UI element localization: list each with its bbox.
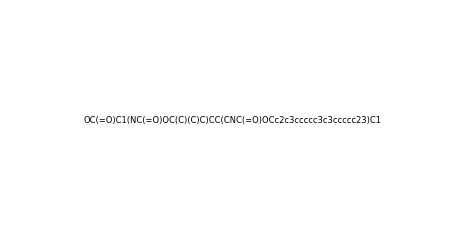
Text: OC(=O)C1(NC(=O)OC(C)(C)C)CC(CNC(=O)OCc2c3ccccc3c3ccccc23)C1: OC(=O)C1(NC(=O)OC(C)(C)C)CC(CNC(=O)OCc2c… <box>84 116 382 125</box>
